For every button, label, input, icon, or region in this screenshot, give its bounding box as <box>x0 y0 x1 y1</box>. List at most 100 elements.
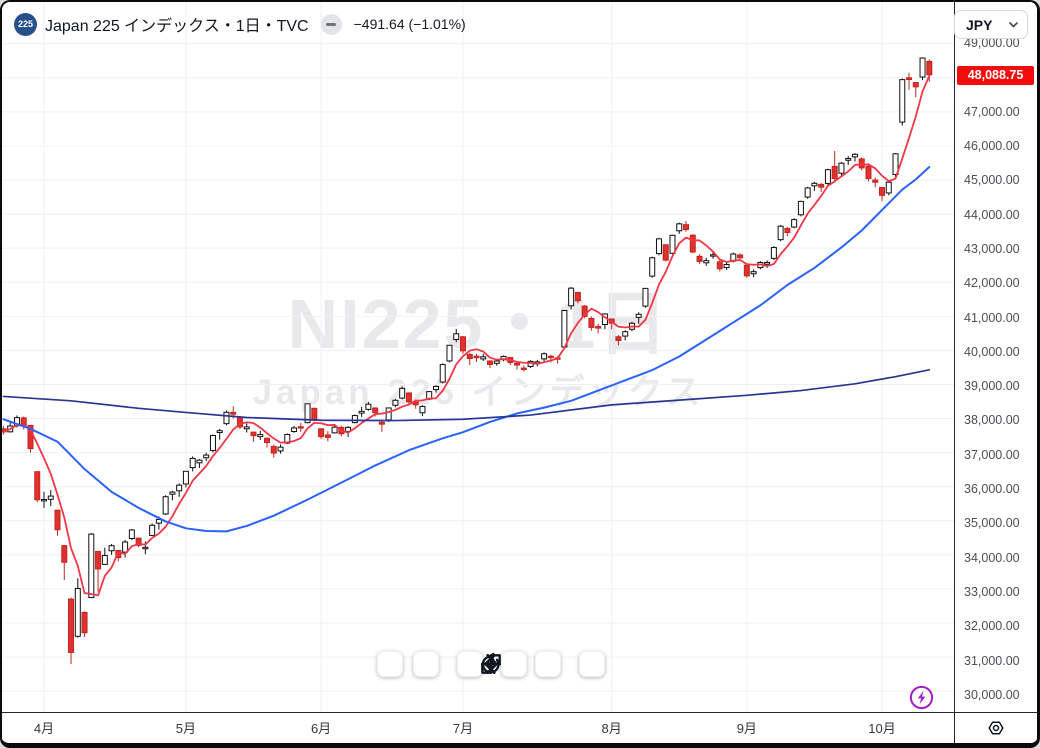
candle-body <box>365 403 372 410</box>
candle-body <box>574 291 581 302</box>
time-axis-label: 8月 <box>601 720 622 736</box>
candle-body <box>547 355 554 359</box>
price-axis-label: 40,000.00 <box>964 344 1020 359</box>
time-axis-label: 6月 <box>310 720 332 736</box>
price-axis-label: 42,000.00 <box>964 276 1020 291</box>
price-change-text: −491.64 (−1.01%) <box>353 16 466 32</box>
candle-body <box>804 187 811 198</box>
candle-body <box>264 437 271 443</box>
candle-body <box>683 224 690 231</box>
time-axis[interactable]: 4月 5月 6月 7月 8月 9月 10月 <box>2 712 955 743</box>
candle-body <box>81 611 88 634</box>
candle-body <box>385 407 392 421</box>
symbol-title[interactable]: Japan 225 インデックス・1日・TVC <box>45 18 309 35</box>
candle-body <box>784 227 791 234</box>
candle-body <box>405 392 412 403</box>
last-price-badge: 48,088.75 <box>957 65 1034 85</box>
candle-body <box>885 181 892 194</box>
candle-body <box>459 336 466 352</box>
candle-body <box>723 264 730 269</box>
candle-body <box>230 411 237 415</box>
candle-body <box>696 255 703 262</box>
price-axis[interactable]: 30,000.00 31,000.00 32,000.00 33,000.00 34,0… <box>954 2 1037 713</box>
reset-chart-button[interactable] <box>481 651 605 677</box>
scroll-right-button[interactable] <box>485 651 561 677</box>
candle-body <box>858 158 865 169</box>
candle-body <box>818 183 825 188</box>
candle-body <box>41 499 47 502</box>
candle-body <box>797 200 804 216</box>
candle-body <box>480 356 487 360</box>
boost-button[interactable] <box>908 684 935 711</box>
candle-body <box>737 254 744 259</box>
price-axis-label: 37,000.00 <box>964 447 1020 462</box>
price-axis-label: 36,000.00 <box>964 482 1020 497</box>
candle-body <box>74 588 81 637</box>
ma-mid-line <box>2 166 931 533</box>
currency-selector-button[interactable]: JPY <box>954 10 1028 39</box>
candle-body <box>655 238 662 255</box>
candle-body <box>439 364 446 383</box>
price-axis-label: 31,000.00 <box>964 653 1020 668</box>
candle-body <box>61 545 68 563</box>
candle-body <box>311 407 318 421</box>
candle-body <box>926 60 933 76</box>
candle-body <box>493 360 500 364</box>
candle-body <box>196 459 203 464</box>
candle-body <box>615 336 622 342</box>
candle-body <box>770 247 777 259</box>
candle-body <box>669 234 676 254</box>
candle-body <box>642 287 649 307</box>
candle-body <box>135 537 142 546</box>
chart-header: 225 Japan 225 インデックス・1日・TVC −491.64 (−1.… <box>14 12 466 36</box>
time-axis-label: 10月 <box>868 720 896 736</box>
candle-body <box>453 333 460 340</box>
candle-body <box>142 546 149 550</box>
time-axis-label: 7月 <box>452 720 474 736</box>
candle-body <box>487 360 494 365</box>
candle-body <box>250 431 257 437</box>
candle-body <box>169 491 176 495</box>
ma-fast-line <box>2 74 931 597</box>
candle-body <box>622 331 629 337</box>
market-closed-status-icon <box>320 13 342 35</box>
candle-body <box>851 153 858 158</box>
candle-body <box>95 550 102 570</box>
candle-body <box>906 77 913 80</box>
candle-body <box>128 529 135 539</box>
candle-body <box>372 407 379 414</box>
time-axis-label: 4月 <box>33 720 55 736</box>
candle-body <box>831 165 838 179</box>
price-axis-label: 47,000.00 <box>964 104 1020 119</box>
candle-body <box>149 524 156 536</box>
candle-body <box>358 410 365 414</box>
candle-body <box>182 470 189 485</box>
candle-body <box>257 434 264 438</box>
candle-body <box>378 421 385 425</box>
candle-body <box>595 326 602 329</box>
gear-icon <box>988 721 1004 735</box>
candle-body <box>791 219 798 228</box>
candle-body <box>588 317 595 328</box>
candle-body <box>473 355 480 359</box>
candle-body <box>689 234 696 253</box>
candle-body <box>919 57 926 78</box>
candle-body <box>743 264 750 277</box>
price-axis-label: 43,000.00 <box>964 241 1020 256</box>
candle-body <box>297 426 304 429</box>
price-scale-settings-button[interactable] <box>954 712 1037 743</box>
chart-plot-area[interactable]: NI225・1日 Japan 225 インデックス 225 Japan 225 … <box>2 2 955 713</box>
candle-body <box>541 353 548 360</box>
zoom-out-button[interactable] <box>376 651 501 677</box>
candle-body <box>872 179 879 183</box>
circular-arrow-icon <box>481 652 500 674</box>
candles-layer <box>2 57 933 665</box>
price-axis-label: 34,000.00 <box>964 550 1020 565</box>
candle-body <box>47 495 54 500</box>
candle-body <box>811 182 818 187</box>
candle-body <box>189 457 196 469</box>
price-axis-label: 35,000.00 <box>964 516 1020 531</box>
time-axis-label: 5月 <box>175 720 197 736</box>
candle-body <box>216 430 223 434</box>
